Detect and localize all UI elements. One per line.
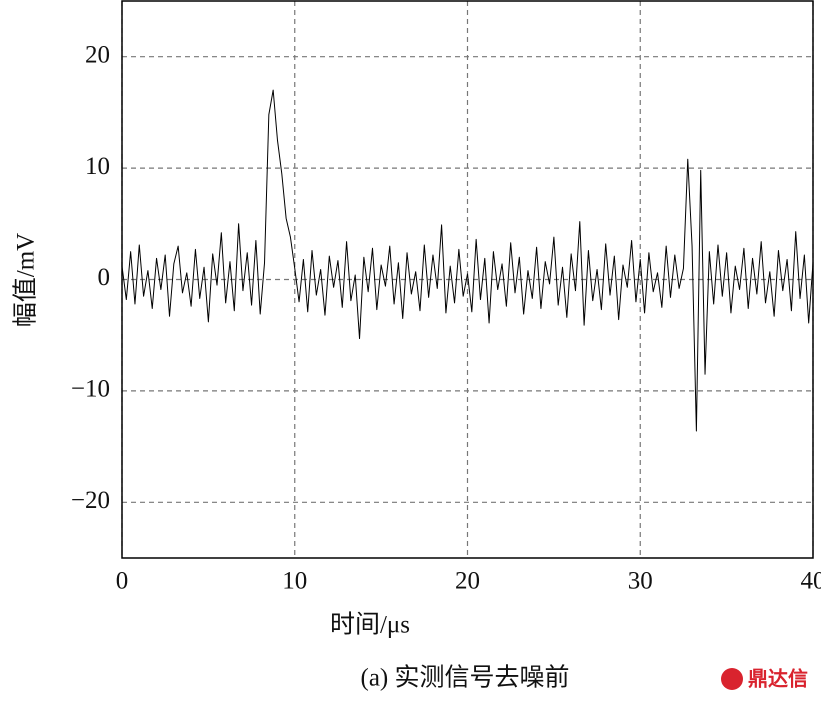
x-tick-label: 20: [455, 568, 480, 595]
y-tick-label: −10: [71, 376, 110, 403]
plot-frame: [121, 0, 814, 559]
caption: (a) 实测信号去噪前: [361, 664, 570, 692]
y-tick-label: 0: [98, 264, 111, 291]
y-axis-label: 幅值/mV: [12, 233, 40, 327]
signal-line: [121, 89, 814, 432]
x-tick-label: 0: [116, 568, 129, 595]
x-tick-label: 40: [801, 568, 821, 595]
x-tick-label: 30: [628, 568, 653, 595]
y-tick-label: 20: [85, 41, 110, 68]
watermark-logo: [721, 668, 743, 690]
y-tick-label: −20: [71, 487, 110, 514]
y-tick-label: 10: [85, 153, 110, 180]
x-axis-label: 时间/μs: [330, 611, 410, 639]
x-tick-label: 10: [282, 568, 307, 595]
watermark: 鼎达信: [748, 667, 808, 691]
